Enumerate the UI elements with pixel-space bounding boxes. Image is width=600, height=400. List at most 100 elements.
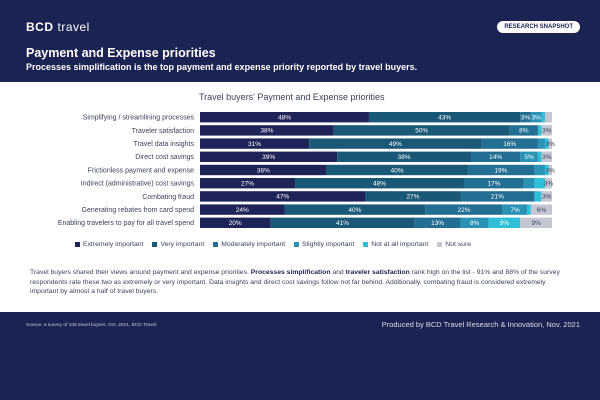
produced-by-note: Produced by BCD Travel Research & Innova… [381,320,580,329]
legend-item: Not at all important [363,238,428,250]
data-label: 3% [531,115,541,122]
category-label: Frictionless payment and expense [88,167,194,174]
bar-segment [537,138,545,149]
bar-segment [534,191,542,202]
bar-segment [425,204,503,215]
legend-swatch [75,241,80,247]
data-label: 36% [257,167,270,174]
bar-segment [270,217,415,228]
bar-segment [527,204,531,215]
bar-segment [365,191,461,202]
bar-segment [481,138,538,149]
bar-segment [544,164,549,176]
bar-segment [337,151,472,162]
bar-segment [530,112,542,123]
page-subtitle: Processes simplification is the top paym… [26,62,418,72]
data-label: 9% [531,220,541,227]
bar-segment [460,191,535,202]
data-label: 13% [431,220,444,227]
data-label: 16% [503,141,516,148]
data-label: 38% [398,154,411,161]
description-text: Travel buyers shared their views around … [30,268,570,297]
data-label: 48% [278,115,291,122]
legend-label: Extremely important [83,240,144,248]
bar-segment [460,217,489,228]
stacked-bar-chart: Simplifying / streamlining processes 48% 4… [58,112,555,228]
legend-item: Not sure [437,238,471,250]
bar-segment [534,178,545,189]
bar-segment [523,178,535,189]
bar-segment [200,112,369,123]
bar-segment [544,138,549,149]
data-label: 43% [438,115,451,122]
bar-segment [333,125,510,136]
bar-segment [326,164,468,176]
bar-segment [200,164,327,176]
data-label: 3% [542,154,552,161]
bar-segment [284,204,426,215]
category-label: Combating fraud [142,194,194,201]
category-label: Generating rebates from card spend [82,207,195,214]
desc-bold-1: Processes simplification [250,269,331,276]
data-label: 5% [524,154,534,161]
data-label: 50% [415,128,428,135]
desc-part-3: rank high on the list - 91% and 88% of t… [30,269,560,295]
bar-segment [544,112,552,123]
bar-segment [467,164,535,176]
data-label: 9% [500,220,510,227]
bar-segment [471,151,521,162]
data-label: 7% [510,207,520,214]
bar-segment [530,204,552,215]
bar-segment [200,178,296,189]
data-label: 21% [491,194,504,201]
bar-segment [414,217,461,228]
data-label: 40% [391,167,404,174]
bar-segment [509,125,538,136]
legend-label: Very important [160,240,205,248]
data-label: 27% [241,181,254,188]
bar-segment [295,178,464,189]
category-label: Traveler satisfaction [132,128,194,135]
data-label: 49% [389,141,402,148]
data-label: 40% [348,207,361,214]
data-label: 22% [457,207,470,214]
bar-segment [541,112,545,123]
desc-part-2: and [330,269,346,276]
data-label: 41% [336,220,349,227]
bar-segment [548,138,552,149]
data-label: 19% [494,167,507,174]
data-label: 48% [373,181,386,188]
legend-swatch [213,241,219,247]
bar-segment [520,217,552,228]
data-label: 3% [542,194,552,201]
bar-segment [464,178,524,189]
legend-label: Slightly important [302,240,355,248]
bar-segment [200,138,310,149]
legend-item: Slightly important [294,238,354,250]
bar-segment [537,125,542,136]
legend-item: Moderately important [213,238,285,250]
bar-segment [541,125,552,136]
data-label: 3% [544,181,554,188]
category-label: Enabling travelers to pay for all travel… [58,220,194,227]
data-label: 47% [276,194,289,201]
data-label: 6% [537,207,547,214]
category-label: Indirect (administrative) cost savings [81,181,195,188]
bar-segment [534,164,545,176]
category-label: Simplifying / streamlining processes [83,115,195,122]
research-snapshot-badge: RESEARCH SNAPSHOT [497,21,580,33]
bar-segment [548,164,552,176]
category-label: Direct cost savings [135,154,194,161]
legend-item: Very important [152,238,204,250]
data-label: 8% [470,220,480,227]
data-label: 14% [489,154,502,161]
data-label: 38% [260,128,273,135]
bar-segment [200,151,338,162]
legend-swatch [363,241,369,247]
desc-bold-2: traveler satisfaction [345,269,410,276]
bar-segment [200,204,285,215]
bar-segment [368,112,521,123]
data-label: 31% [248,141,261,148]
data-label: 3% [521,115,531,122]
page-title: Payment and Expense priorities [26,46,216,60]
